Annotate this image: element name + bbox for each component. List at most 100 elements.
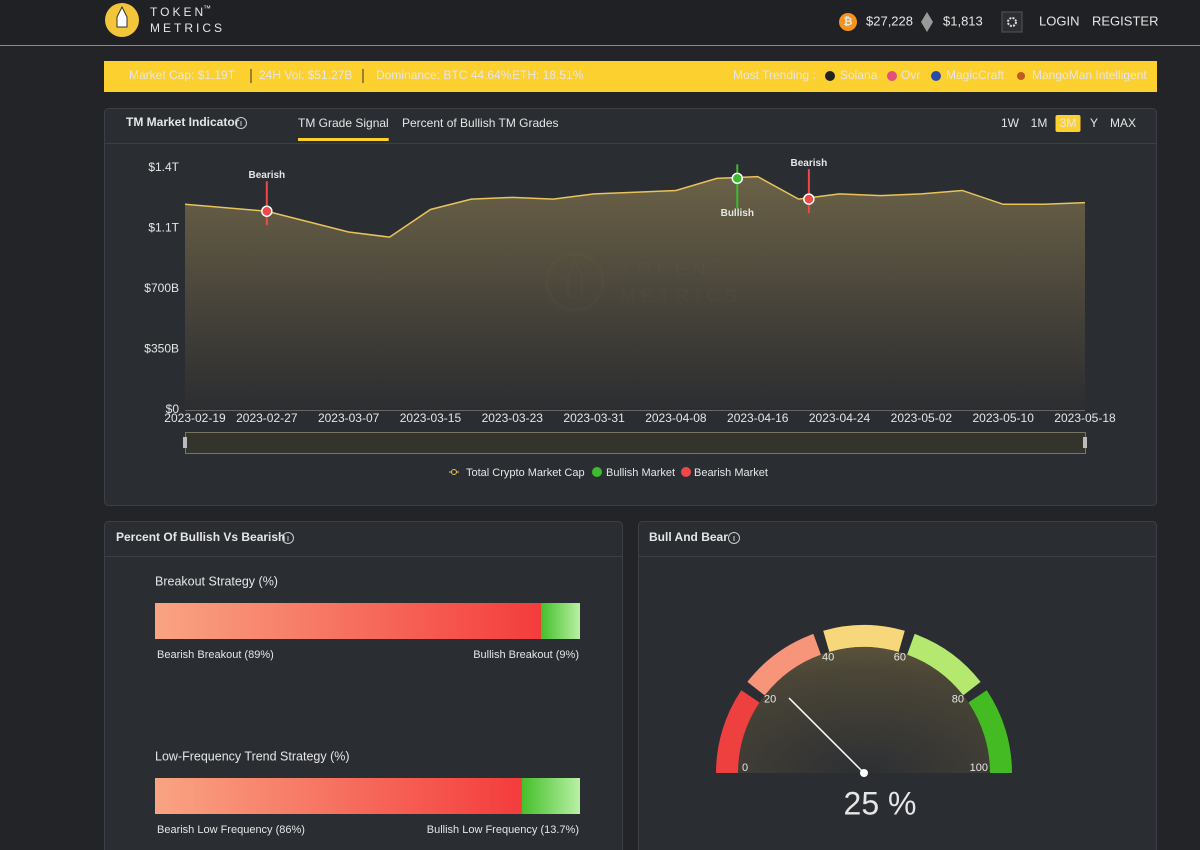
mangoman-icon	[1017, 72, 1025, 80]
panel-title: Bull And Bear	[649, 530, 728, 544]
y-tick-label: $700B	[144, 281, 179, 295]
gauge-band	[716, 690, 760, 773]
legend-label[interactable]: Total Crypto Market Cap	[466, 467, 585, 479]
gauge-tick-label: 0	[742, 762, 748, 774]
trending-item[interactable]: Ovr	[901, 68, 920, 82]
x-tick-label: 2023-03-23	[482, 411, 544, 425]
range-button[interactable]: Y	[1090, 116, 1098, 130]
tab[interactable]: TM Grade Signal	[298, 116, 389, 130]
volume: 24H Vol: $51.27B	[259, 68, 352, 82]
ticker-bar	[104, 61, 1157, 92]
logo-rocket	[116, 5, 128, 28]
range-button[interactable]: 3M	[1060, 116, 1077, 130]
btc-price: $27,228	[866, 13, 913, 28]
bearish-bar	[155, 778, 522, 814]
navigator-handle[interactable]	[1083, 437, 1087, 448]
y-tick-label: $1.1T	[148, 221, 179, 235]
legend-label[interactable]: Bullish Market	[606, 467, 675, 479]
signal-label: Bullish	[721, 208, 754, 219]
signal-label: Bearish	[791, 158, 828, 169]
x-tick-label: 2023-02-19	[164, 411, 226, 425]
x-tick-label: 2023-05-02	[891, 411, 953, 425]
panel-title: TM Market Indicator	[126, 115, 240, 129]
range-navigator[interactable]	[185, 432, 1086, 454]
gauge-needle	[788, 697, 865, 774]
x-tick-label: 2023-05-18	[1054, 411, 1116, 425]
signal-point	[731, 172, 744, 185]
strategy-title: Breakout Strategy (%)	[155, 574, 278, 588]
dominance-btc: Dominance: BTC 44.64%	[376, 68, 512, 82]
gauge-tick-label: 20	[764, 694, 776, 706]
market-chart: $0 $350B $700B $1.1T $1.4T 2023-02-19 2023-02-…	[144, 158, 1116, 479]
register-button[interactable]: REGISTER	[1092, 13, 1158, 28]
gauge: 0 20 40 60 80 100 25 %	[716, 625, 1012, 821]
legend-icon	[592, 467, 602, 477]
legend-icon	[681, 467, 691, 477]
gauge-tick-label: 100	[970, 762, 988, 774]
login-button[interactable]: LOGIN	[1039, 13, 1079, 28]
market-cap: Market Cap: $1.19T	[129, 68, 236, 82]
signal-label: Bearish	[248, 170, 285, 181]
settings-icon	[1007, 17, 1017, 27]
legend-label[interactable]: Bearish Market	[694, 467, 768, 479]
gauge-band	[823, 625, 905, 652]
y-tick-label: $350B	[144, 342, 179, 356]
bullish-bar	[540, 603, 580, 639]
y-tick-label: $0	[166, 402, 180, 416]
gauge-band	[747, 633, 821, 696]
gauge-hub	[860, 769, 868, 777]
tab[interactable]: Percent of Bullish TM Grades	[402, 116, 559, 130]
tab-underline	[298, 138, 389, 141]
range-button[interactable]: MAX	[1110, 116, 1136, 130]
eth-price: $1,813	[943, 13, 983, 28]
signal-point	[803, 193, 815, 205]
range-active-bg	[1055, 115, 1081, 132]
x-tick-label: 2023-03-07	[318, 411, 380, 425]
solana-icon	[825, 71, 835, 81]
trending-item[interactable]: MangoMan Intelligent	[1032, 68, 1147, 82]
y-tick-label: $1.4T	[148, 160, 179, 174]
x-tick-label: 2023-04-24	[809, 411, 871, 425]
gauge-band	[907, 633, 981, 696]
range-button[interactable]: 1M	[1031, 116, 1048, 130]
bullish-label: Bullish Breakout (9%)	[473, 649, 579, 661]
legend-icon	[451, 469, 457, 475]
range-buttons: 1W 1M 3M Y MAX	[1001, 115, 1136, 132]
market-cap-area	[185, 176, 1085, 410]
dominance-eth: ETH: 18.51%	[512, 68, 584, 82]
x-tick-label: 2023-03-15	[400, 411, 462, 425]
x-tick-label: 2023-03-31	[563, 411, 625, 425]
gauge-tick-label: 80	[952, 694, 964, 706]
eth-icon	[921, 12, 933, 32]
magiccraft-icon	[931, 71, 941, 81]
trending-item[interactable]: Solana	[840, 68, 878, 82]
bullish-label: Bullish Low Frequency (13.7%)	[427, 824, 579, 836]
x-tick-label: 2023-04-16	[727, 411, 789, 425]
signal-point	[261, 205, 273, 217]
info-icon	[728, 532, 740, 544]
range-button[interactable]: 1W	[1001, 116, 1020, 130]
strategies: Breakout Strategy (%) Bearish Breakout (8…	[155, 574, 580, 836]
gauge-tick-label: 60	[894, 652, 906, 664]
ticker-texts: Market Cap: $1.19T 24H Vol: $51.27B Domi…	[129, 68, 1147, 83]
panel-title: Percent Of Bullish Vs Bearish	[116, 530, 285, 544]
x-tick-label: 2023-02-27	[236, 411, 298, 425]
info-icon	[235, 117, 247, 129]
settings-button[interactable]	[1001, 11, 1023, 33]
ovr-icon	[887, 71, 897, 81]
logo-tm: ™	[203, 4, 211, 13]
gauge-band	[968, 690, 1012, 773]
bearish-label: Bearish Breakout (89%)	[157, 649, 274, 661]
info-icon	[282, 532, 294, 544]
navigator-handle[interactable]	[183, 437, 187, 448]
logo-top: TOKEN	[150, 5, 206, 19]
gauge-tick-label: 40	[822, 652, 834, 664]
btc-symbol: ₿	[844, 16, 853, 28]
btc-icon	[839, 13, 857, 31]
bearish-label: Bearish Low Frequency (86%)	[157, 824, 305, 836]
x-tick-label: 2023-04-08	[645, 411, 707, 425]
gauge-value: 25 %	[844, 785, 917, 821]
trending-item[interactable]: MagicCraft	[946, 68, 1005, 82]
